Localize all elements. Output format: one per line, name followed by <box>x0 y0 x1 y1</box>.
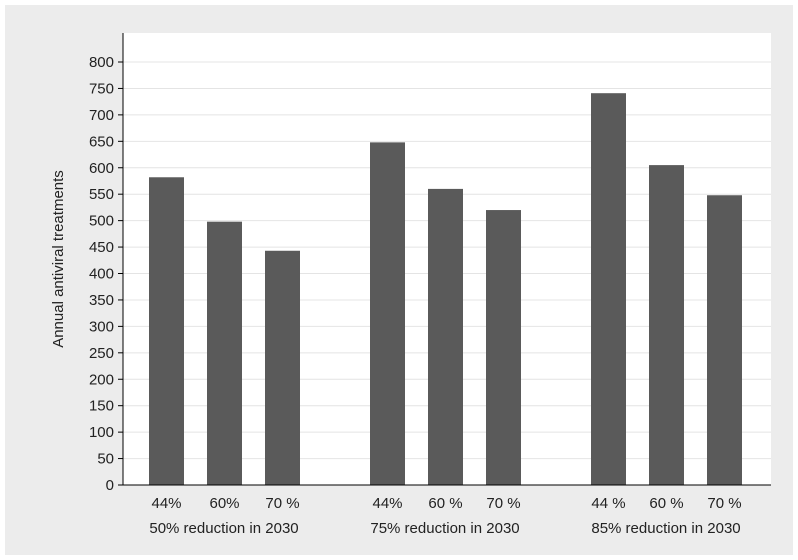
y-tick-label: 350 <box>89 292 114 309</box>
labels: 0 50 100 150 200 250 300 350 400 450 500 550 600 650 7… <box>89 54 742 537</box>
y-tick-label: 200 <box>89 371 114 388</box>
y-tick-label: 300 <box>89 318 114 335</box>
y-tick-label: 0 <box>106 477 114 494</box>
y-tick-label: 600 <box>89 160 114 177</box>
y-tick-label: 250 <box>89 345 114 362</box>
y-axis-title: Annual antiviral treatments <box>50 170 67 348</box>
category-label: 60 % <box>428 495 462 512</box>
category-label: 70 % <box>486 495 520 512</box>
bar-chart: 0 50 100 150 200 250 300 350 400 450 500 550 600 650 7… <box>50 33 771 537</box>
y-tick-label: 50 <box>97 451 114 468</box>
chart-frame: 0 50 100 150 200 250 300 350 400 450 500 550 600 650 7… <box>5 5 793 555</box>
bar-3-1 <box>591 93 626 485</box>
group-label: 75% reduction in 2030 <box>370 520 519 537</box>
y-tick-label: 800 <box>89 54 114 71</box>
axes <box>118 33 771 486</box>
bar-1-1 <box>149 177 184 485</box>
bar-2-2 <box>428 188 463 485</box>
group-label: 85% reduction in 2030 <box>591 520 740 537</box>
y-tick-label: 150 <box>89 398 114 415</box>
y-tick-label: 400 <box>89 266 114 283</box>
category-label: 44 % <box>591 495 625 512</box>
bar-1-3 <box>265 250 300 485</box>
bar-1-2 <box>207 221 242 485</box>
bar-2-1 <box>370 142 405 485</box>
category-label: 60% <box>209 495 239 512</box>
bars <box>149 93 742 486</box>
category-label: 70 % <box>707 495 741 512</box>
bar-3-3 <box>707 195 742 485</box>
category-label: 70 % <box>265 495 299 512</box>
y-tick-label: 650 <box>89 133 114 150</box>
y-tick-label: 550 <box>89 186 114 203</box>
y-tick-label: 100 <box>89 424 114 441</box>
category-label: 44% <box>151 495 181 512</box>
bar-3-2 <box>649 165 684 485</box>
y-tick-label: 700 <box>89 107 114 124</box>
y-tick-label: 450 <box>89 239 114 256</box>
y-tick-label: 500 <box>89 213 114 230</box>
category-label: 44% <box>372 495 402 512</box>
category-label: 60 % <box>649 495 683 512</box>
bar-2-3 <box>486 210 521 486</box>
group-label: 50% reduction in 2030 <box>149 520 298 537</box>
y-tick-label: 750 <box>89 80 114 97</box>
